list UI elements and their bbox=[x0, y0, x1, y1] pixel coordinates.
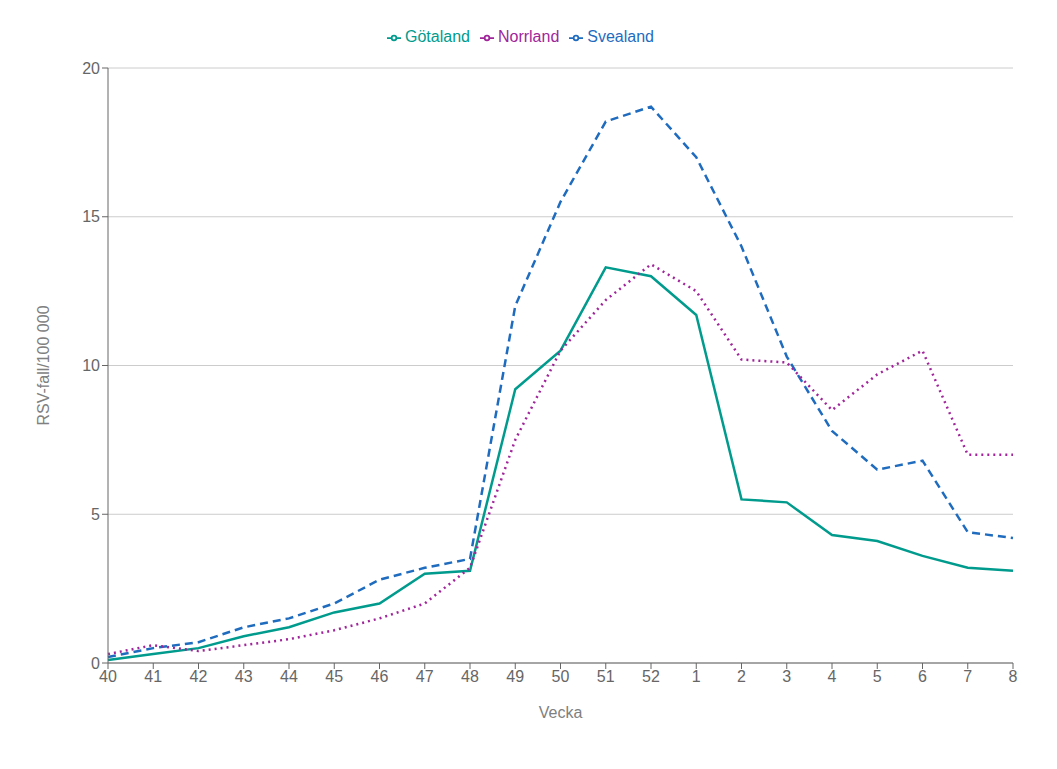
svg-text:6: 6 bbox=[918, 668, 927, 685]
svg-text:4: 4 bbox=[828, 668, 837, 685]
svg-text:48: 48 bbox=[461, 668, 479, 685]
svg-text:8: 8 bbox=[1009, 668, 1018, 685]
svg-text:Vecka: Vecka bbox=[539, 704, 583, 721]
svg-text:5: 5 bbox=[873, 668, 882, 685]
html-text:Svealand: Svealand bbox=[587, 28, 654, 45]
svg-text:51: 51 bbox=[597, 668, 615, 685]
svg-text:3: 3 bbox=[782, 668, 791, 685]
svg-text:40: 40 bbox=[99, 668, 117, 685]
html-text:Norrland: Norrland bbox=[497, 28, 560, 45]
svg-text:7: 7 bbox=[963, 668, 972, 685]
svg-text:49: 49 bbox=[506, 668, 524, 685]
svg-text:20: 20 bbox=[82, 60, 100, 77]
svg-text:46: 46 bbox=[371, 668, 389, 685]
svg-text:RSV-fall/100 000: RSV-fall/100 000 bbox=[35, 305, 52, 425]
svg-text:0: 0 bbox=[91, 655, 100, 672]
svg-text:44: 44 bbox=[280, 668, 298, 685]
svg-text:5: 5 bbox=[91, 506, 100, 523]
svg-text:52: 52 bbox=[642, 668, 660, 685]
svg-text:10: 10 bbox=[82, 357, 100, 374]
svg-text:2: 2 bbox=[737, 668, 746, 685]
svg-text:45: 45 bbox=[325, 668, 343, 685]
svg-text:15: 15 bbox=[82, 208, 100, 225]
svg-text:43: 43 bbox=[235, 668, 253, 685]
svg-text:47: 47 bbox=[416, 668, 434, 685]
html-text:Götaland: Götaland bbox=[405, 28, 470, 45]
svg-text:41: 41 bbox=[144, 668, 162, 685]
svg-text:50: 50 bbox=[552, 668, 570, 685]
svg-text:1: 1 bbox=[692, 668, 701, 685]
svg-text:42: 42 bbox=[190, 668, 208, 685]
